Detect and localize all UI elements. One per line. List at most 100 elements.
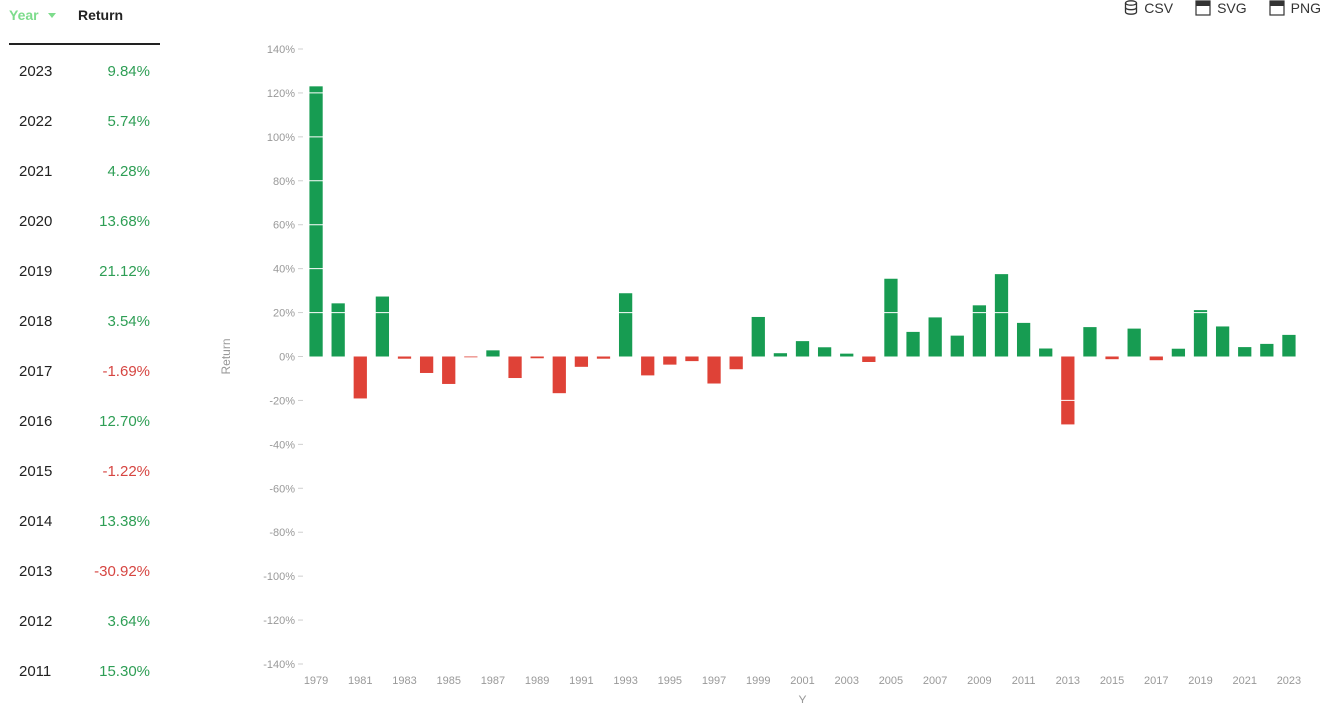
bar-1997[interactable] <box>707 356 721 384</box>
bar-1989[interactable] <box>530 356 544 359</box>
bar-2021[interactable] <box>1238 347 1252 357</box>
bar-2022[interactable] <box>1260 343 1274 357</box>
bar-2004[interactable] <box>862 356 876 362</box>
bar-2003[interactable] <box>840 353 854 357</box>
bar-1987[interactable] <box>486 350 500 357</box>
bar-2010[interactable] <box>994 274 1009 357</box>
bar-2018[interactable] <box>1171 348 1186 357</box>
row-year: 2013 <box>19 563 53 580</box>
csv-label: CSV <box>1144 0 1174 16</box>
row-return: -30.92% <box>94 563 150 580</box>
row-year: 2019 <box>19 263 53 280</box>
table-body: 2023 9.84% 2022 5.74% 2021 4.28% 2020 13.68% 201… <box>9 45 160 695</box>
x-tick-label: 2021 <box>1232 675 1256 687</box>
bar-2011[interactable] <box>1016 322 1031 357</box>
svg-file-icon <box>1195 0 1211 16</box>
bar-2013[interactable] <box>1061 356 1075 425</box>
bar-1996[interactable] <box>685 356 699 362</box>
x-tick-label: 1979 <box>304 675 328 687</box>
x-tick-label: 1987 <box>481 675 505 687</box>
png-label: PNG <box>1290 0 1321 16</box>
bar-1986[interactable] <box>464 356 478 358</box>
y-axis-title: Return <box>219 338 233 374</box>
bar-2012[interactable] <box>1039 348 1053 357</box>
row-return: 3.64% <box>107 613 150 630</box>
bar-2002[interactable] <box>817 347 832 357</box>
x-tick-label: 2005 <box>879 675 903 687</box>
bar-2019[interactable] <box>1193 310 1208 357</box>
bar-2017[interactable] <box>1149 356 1163 361</box>
y-tick-label: -20% <box>269 395 295 407</box>
bar-1992[interactable] <box>596 356 611 359</box>
export-svg-button[interactable]: SVG <box>1195 0 1247 16</box>
bar-2009[interactable] <box>972 305 987 357</box>
bar-2007[interactable] <box>928 317 942 357</box>
bar-1985[interactable] <box>442 356 456 384</box>
return-column-header[interactable]: Return <box>78 7 124 23</box>
bar-2014[interactable] <box>1083 327 1097 357</box>
table-row: 2011 15.30% <box>9 645 160 695</box>
bar-2008[interactable] <box>950 335 964 357</box>
x-tick-label: 2003 <box>834 675 858 687</box>
database-icon <box>1125 0 1138 15</box>
year-header-label: Year <box>9 7 39 23</box>
y-tick-label: -140% <box>263 659 295 671</box>
table-row: 2022 5.74% <box>9 95 160 145</box>
bar-1980[interactable] <box>331 303 345 357</box>
row-year: 2011 <box>19 663 52 680</box>
row-return: 13.38% <box>99 513 150 530</box>
bar-2005[interactable] <box>884 278 898 357</box>
row-return: 3.54% <box>107 313 150 330</box>
bar-2015[interactable] <box>1105 356 1119 360</box>
y-tick-label: 20% <box>273 308 295 320</box>
row-year: 2022 <box>19 113 53 130</box>
table-row: 2023 9.84% <box>9 45 160 95</box>
bar-1979[interactable] <box>309 86 323 357</box>
row-return: -1.22% <box>102 463 150 480</box>
bar-1981[interactable] <box>353 356 367 399</box>
table-row: 2012 3.64% <box>9 595 160 645</box>
row-return: -1.69% <box>102 363 150 380</box>
x-tick-label: 2009 <box>967 675 991 687</box>
bar-2023[interactable] <box>1282 334 1296 357</box>
row-return: 21.12% <box>99 263 150 280</box>
y-tick-label: -80% <box>269 527 295 539</box>
bar-1995[interactable] <box>663 356 677 365</box>
bar-2006[interactable] <box>906 331 920 357</box>
row-return: 5.74% <box>107 113 150 130</box>
bar-1983[interactable] <box>397 356 412 359</box>
bar-1998[interactable] <box>729 356 743 370</box>
x-tick-label: 2007 <box>923 675 947 687</box>
row-year: 2016 <box>19 413 53 430</box>
bar-1999[interactable] <box>751 316 765 357</box>
x-axis-title: Y <box>798 693 806 703</box>
x-tick-label: 1991 <box>569 675 593 687</box>
bar-1984[interactable] <box>419 356 434 373</box>
bar-1990[interactable] <box>552 356 566 394</box>
y-tick-label: -60% <box>269 483 295 495</box>
bar-2020[interactable] <box>1215 326 1230 357</box>
bar-1994[interactable] <box>641 356 655 376</box>
x-tick-label: 1997 <box>702 675 726 687</box>
bar-1988[interactable] <box>508 356 522 379</box>
export-csv-button[interactable]: CSV <box>1124 0 1173 16</box>
bar-1982[interactable] <box>375 296 390 357</box>
y-tick-label: 40% <box>273 264 295 276</box>
x-tick-label: 2001 <box>790 675 814 687</box>
bar-1991[interactable] <box>574 356 589 367</box>
bar-2000[interactable] <box>773 353 788 357</box>
table-header: Year Return <box>9 0 160 45</box>
png-file-icon <box>1269 0 1285 16</box>
bar-1993[interactable] <box>618 293 633 357</box>
row-year: 2015 <box>19 463 53 480</box>
row-year: 2020 <box>19 213 53 230</box>
year-column-header[interactable]: Year <box>9 7 56 23</box>
export-png-button[interactable]: PNG <box>1269 0 1321 16</box>
annual-returns-bar-chart: 140% 120% 100% 80% 60% 40% 20% 0% -20% -40% -60% -8… <box>219 44 1301 703</box>
x-tick-label: 1989 <box>525 675 549 687</box>
bar-2016[interactable] <box>1127 328 1141 357</box>
x-tick-label: 2019 <box>1188 675 1212 687</box>
bar-2001[interactable] <box>795 341 810 357</box>
table-row: 2013 -30.92% <box>9 545 160 595</box>
y-tick-label: 0% <box>279 352 295 364</box>
